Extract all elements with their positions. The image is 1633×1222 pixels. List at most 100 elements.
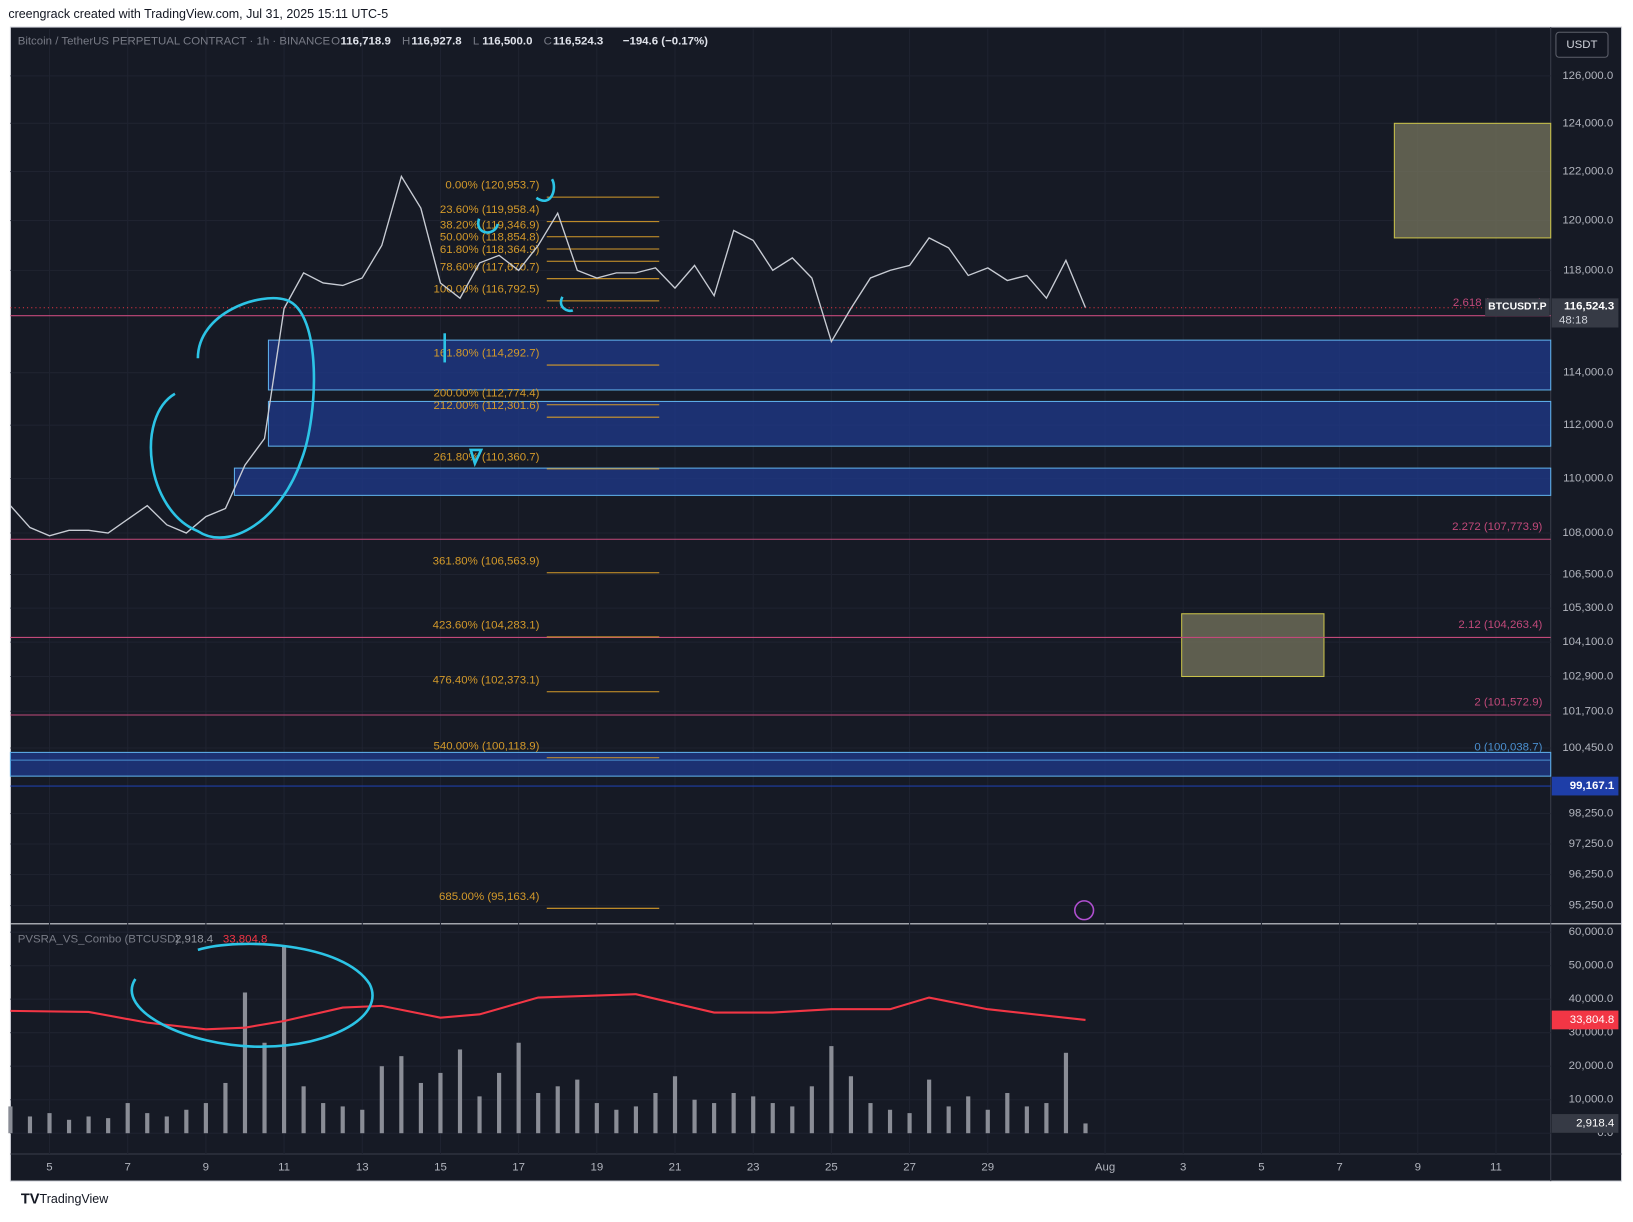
- volume-bar: [731, 1093, 736, 1134]
- currency-box[interactable]: [1555, 31, 1609, 58]
- ohlc-value: 116,927.8: [411, 36, 462, 48]
- symbol-badge: [1485, 298, 1550, 317]
- x-tick-label: 15: [434, 1162, 447, 1174]
- volume-bar: [985, 1109, 990, 1134]
- volume-bar: [1024, 1106, 1029, 1134]
- volume-bar: [672, 1076, 678, 1134]
- fib-label: 78.60% (117,670.7): [440, 261, 540, 273]
- volume-bar: [125, 1103, 130, 1134]
- y-tick-label: 106,500.0: [1562, 569, 1613, 581]
- fib-label: 685.00% (95,163.4): [439, 891, 540, 903]
- y-tick-label: 30,000.0: [1569, 1027, 1614, 1039]
- volume-bar: [946, 1106, 951, 1134]
- symbol: Bitcoin / TetherUS PERPETUAL CONTRACT · …: [18, 36, 331, 48]
- symbol-badge-label: BTCUSDT.P: [1488, 301, 1546, 312]
- currency[interactable]: USDT: [1566, 39, 1597, 51]
- volume-bar: [1083, 1123, 1088, 1134]
- change: −194.6 (−0.17%): [623, 36, 708, 48]
- x-tick-label: 21: [669, 1162, 682, 1174]
- marker-badge-label: 99,167.1: [1570, 780, 1615, 792]
- fib-label: 540.00% (100,118.9): [433, 740, 539, 752]
- level-label: 0 (100,038.7): [1474, 742, 1542, 754]
- volume-bar: [1044, 1103, 1049, 1134]
- hand-drawing: [468, 178, 574, 468]
- chart-frame: [9, 26, 1623, 1182]
- volume-bar: [809, 1086, 814, 1134]
- fib-label: 361.80% (106,563.9): [433, 555, 540, 567]
- volume-ma: [10, 993, 1086, 1031]
- volume-bar: [614, 1109, 619, 1134]
- grid: [10, 29, 1551, 1154]
- volume-bar: [633, 1106, 639, 1134]
- volume-bar: [399, 1056, 404, 1134]
- volume-bar: [829, 1046, 834, 1134]
- x-tick-label: 27: [903, 1162, 916, 1174]
- alert-icon[interactable]: [1073, 900, 1095, 921]
- volume-bar: [790, 1106, 795, 1134]
- x-tick-label: 29: [981, 1162, 994, 1174]
- x-tick-label: 11: [278, 1162, 290, 1174]
- x-tick-label: 13: [356, 1162, 369, 1174]
- volume-bar: [653, 1093, 658, 1134]
- legend-value: 33,804.8: [223, 933, 268, 945]
- y-tick-label: 60,000.0: [1569, 926, 1614, 938]
- y-tick-label: 102,900.0: [1562, 671, 1613, 683]
- hand-drawing: [149, 296, 316, 539]
- zone: [1181, 613, 1325, 678]
- ohlc-value: 116,718.9: [341, 36, 391, 48]
- zone: [267, 400, 1552, 447]
- volume-badge: [1551, 1114, 1619, 1133]
- y-tick-label: 95,250.0: [1569, 900, 1614, 912]
- x-tick-label: 9: [1415, 1162, 1421, 1174]
- volume-bar: [868, 1103, 873, 1134]
- volume-bar: [438, 1072, 443, 1134]
- volume-badge-label: 2,918.4: [1576, 1117, 1615, 1129]
- volume-bar: [1063, 1052, 1069, 1134]
- x-tick-label: Aug: [1095, 1162, 1115, 1174]
- volume-bar: [223, 1082, 228, 1134]
- hand-drawing: [130, 942, 374, 1049]
- volume-bar: [281, 945, 287, 1134]
- volume-bar: [536, 1093, 541, 1134]
- logo-mark: TV: [21, 1192, 40, 1208]
- x-tick-label: 7: [1336, 1162, 1342, 1174]
- fib-label: 23.60% (119,958.4): [440, 204, 540, 216]
- volume-bar: [751, 1096, 756, 1134]
- volume-bar: [203, 1103, 208, 1134]
- y-tick-label: 20,000.0: [1569, 1060, 1614, 1072]
- y-tick-label: 126,000.0: [1562, 70, 1613, 82]
- volume-bar: [575, 1079, 580, 1134]
- y-tick-label: 98,250.0: [1569, 808, 1614, 820]
- fib-label: 100.00% (116,792.5): [433, 283, 539, 295]
- volume-bar: [418, 1082, 423, 1134]
- y-tick-label: 118,000.0: [1563, 264, 1613, 276]
- fib-label: 0.00% (120,953.7): [445, 180, 539, 192]
- y-tick-label: 108,000.0: [1562, 527, 1613, 539]
- legend-value: 2,918.4: [175, 933, 214, 945]
- fib-label: 423.60% (104,283.1): [433, 619, 540, 631]
- volume-bar: [555, 1086, 560, 1134]
- volume-bar: [47, 1113, 52, 1134]
- volume-bar: [594, 1103, 599, 1134]
- volume-bar: [516, 1042, 521, 1134]
- volume-bar: [242, 992, 248, 1134]
- zone: [233, 467, 1552, 496]
- x-tick-label: 11: [1490, 1162, 1502, 1174]
- x-tick-label: 9: [203, 1162, 209, 1174]
- y-tick-label: 122,000.0: [1562, 166, 1613, 178]
- y-tick-label: 104,100.0: [1562, 636, 1613, 648]
- volume-bar: [164, 1116, 169, 1134]
- y-tick-label: 110,000.0: [1563, 473, 1613, 485]
- ma-badge: [1551, 1010, 1619, 1030]
- volume-bar: [497, 1072, 502, 1134]
- x-tick-label: 5: [1258, 1162, 1264, 1174]
- fib-label: 50.00% (118,854.8): [440, 232, 540, 244]
- volume-bar: [321, 1103, 326, 1134]
- volume-bar: [457, 1049, 463, 1134]
- fib-label: 38.20% (119,346.9): [440, 219, 540, 231]
- level-label: 2.12 (104,263.4): [1458, 619, 1542, 631]
- volume-bar: [848, 1076, 854, 1134]
- volume-bar: [907, 1113, 912, 1134]
- ma-badge-label: 33,804.8: [1570, 1014, 1615, 1026]
